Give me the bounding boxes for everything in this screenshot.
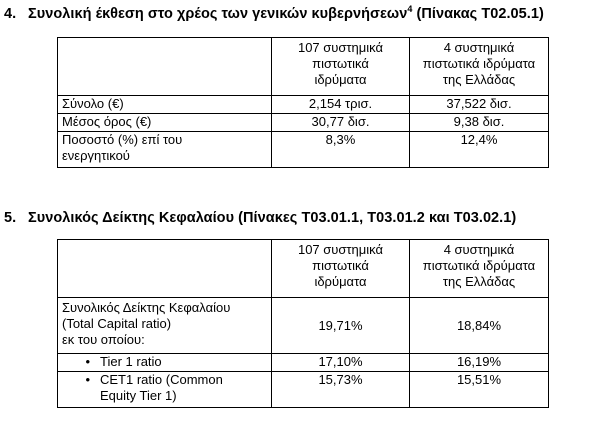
table-row-cet1: • CET1 ratio (Common Equity Tier 1) 15,73…: [57, 371, 549, 408]
row-label: Μέσος όρος (€): [57, 113, 272, 132]
value-107: 17,10%: [271, 353, 410, 372]
value-107: 19,71%: [271, 297, 410, 354]
value-greece: 15,51%: [409, 371, 549, 408]
value-107: 8,3%: [271, 131, 410, 168]
section-number: 4.: [4, 6, 17, 22]
section-5-heading: 5. Συνολικός Δείκτης Κεφαλαίου (Πίνακες T…: [4, 210, 516, 226]
table-reference: (Πίνακας T02.05.1): [412, 6, 544, 22]
row-label: • Tier 1 ratio: [57, 353, 272, 372]
bullet-icon: •: [85, 354, 90, 369]
header-col-107: 107 συστημικά πιστωτικά ιδρύματα: [271, 37, 410, 96]
bullet-icon: •: [85, 372, 90, 387]
value-107: 2,154 τρισ.: [271, 95, 410, 114]
row-label: Συνολικός Δείκτης Κεφαλαίου (Total Capit…: [57, 297, 272, 354]
value-greece: 18,84%: [409, 297, 549, 354]
header-empty-cell: [57, 37, 272, 96]
capital-ratio-table: 107 συστημικά πιστωτικά ιδρύματα 4 συστη…: [57, 239, 549, 408]
section-4-heading: 4. Συνολική έκθεση στο χρέος των γενικών …: [4, 4, 544, 22]
table-row-total-capital: Συνολικός Δείκτης Κεφαλαίου (Total Capit…: [57, 297, 549, 354]
footnote-marker: 4: [407, 4, 413, 15]
section-number: 5.: [4, 210, 17, 226]
value-greece: 12,4%: [409, 131, 549, 168]
value-107: 30,77 δισ.: [271, 113, 410, 132]
table-row: Σύνολο (€) 2,154 τρισ. 37,522 δισ.: [57, 95, 549, 114]
section-title: Συνολικός Δείκτης Κεφαλαίου (Πίνακες T03…: [28, 210, 517, 226]
table-row: Μέσος όρος (€) 30,77 δισ. 9,38 δισ.: [57, 113, 549, 132]
value-greece: 37,522 δισ.: [409, 95, 549, 114]
exposure-table: 107 συστημικά πιστωτικά ιδρύματα 4 συστη…: [57, 37, 549, 168]
header-col-greece: 4 συστημικά πιστωτικά ιδρύματα της Ελλάδ…: [409, 37, 549, 96]
row-label: • CET1 ratio (Common Equity Tier 1): [57, 371, 272, 408]
header-col-107: 107 συστημικά πιστωτικά ιδρύματα: [271, 239, 410, 298]
table-row-tier1: • Tier 1 ratio 17,10% 16,19%: [57, 353, 549, 372]
value-greece: 9,38 δισ.: [409, 113, 549, 132]
value-107: 15,73%: [271, 371, 410, 408]
section-title: Συνολική έκθεση στο χρέος των γενικών κυ…: [28, 6, 408, 22]
table-header-row: 107 συστημικά πιστωτικά ιδρύματα 4 συστη…: [57, 239, 549, 298]
row-label: Ποσοστό (%) επί του ενεργητικού: [57, 131, 272, 168]
header-empty-cell: [57, 239, 272, 298]
header-col-greece: 4 συστημικά πιστωτικά ιδρύματα της Ελλάδ…: [409, 239, 549, 298]
row-label: Σύνολο (€): [57, 95, 272, 114]
value-greece: 16,19%: [409, 353, 549, 372]
table-row: Ποσοστό (%) επί του ενεργητικού 8,3% 12,…: [57, 131, 549, 168]
table-header-row: 107 συστημικά πιστωτικά ιδρύματα 4 συστη…: [57, 37, 549, 96]
